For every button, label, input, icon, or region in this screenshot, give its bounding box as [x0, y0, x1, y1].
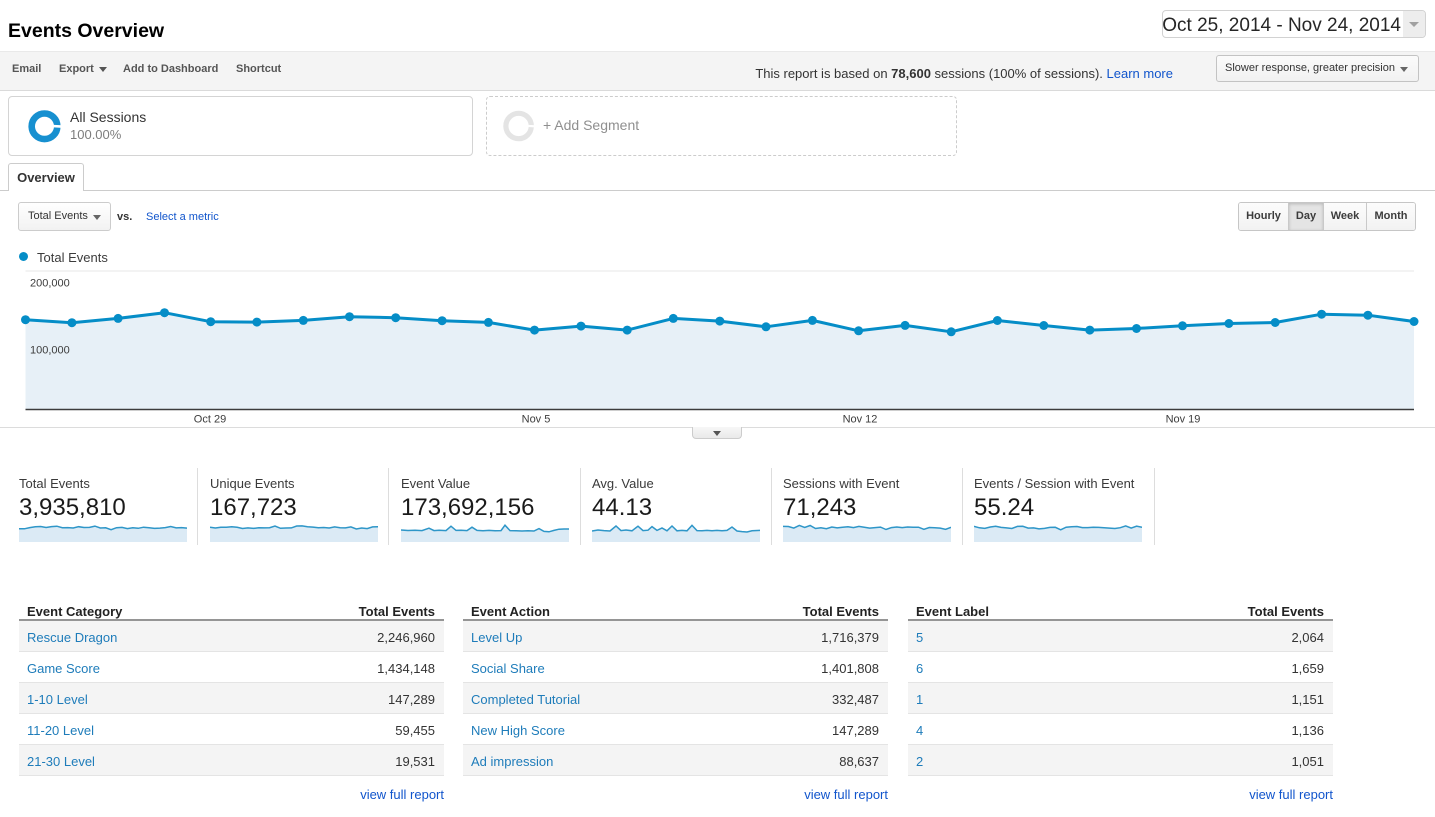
svg-text:Oct 29: Oct 29 — [194, 414, 226, 426]
svg-text:200,000: 200,000 — [30, 278, 70, 290]
svg-text:Nov 19: Nov 19 — [1166, 414, 1201, 426]
svg-text:Nov 12: Nov 12 — [843, 414, 878, 426]
svg-text:100,000: 100,000 — [30, 345, 70, 357]
svg-text:Nov 5: Nov 5 — [522, 414, 551, 426]
